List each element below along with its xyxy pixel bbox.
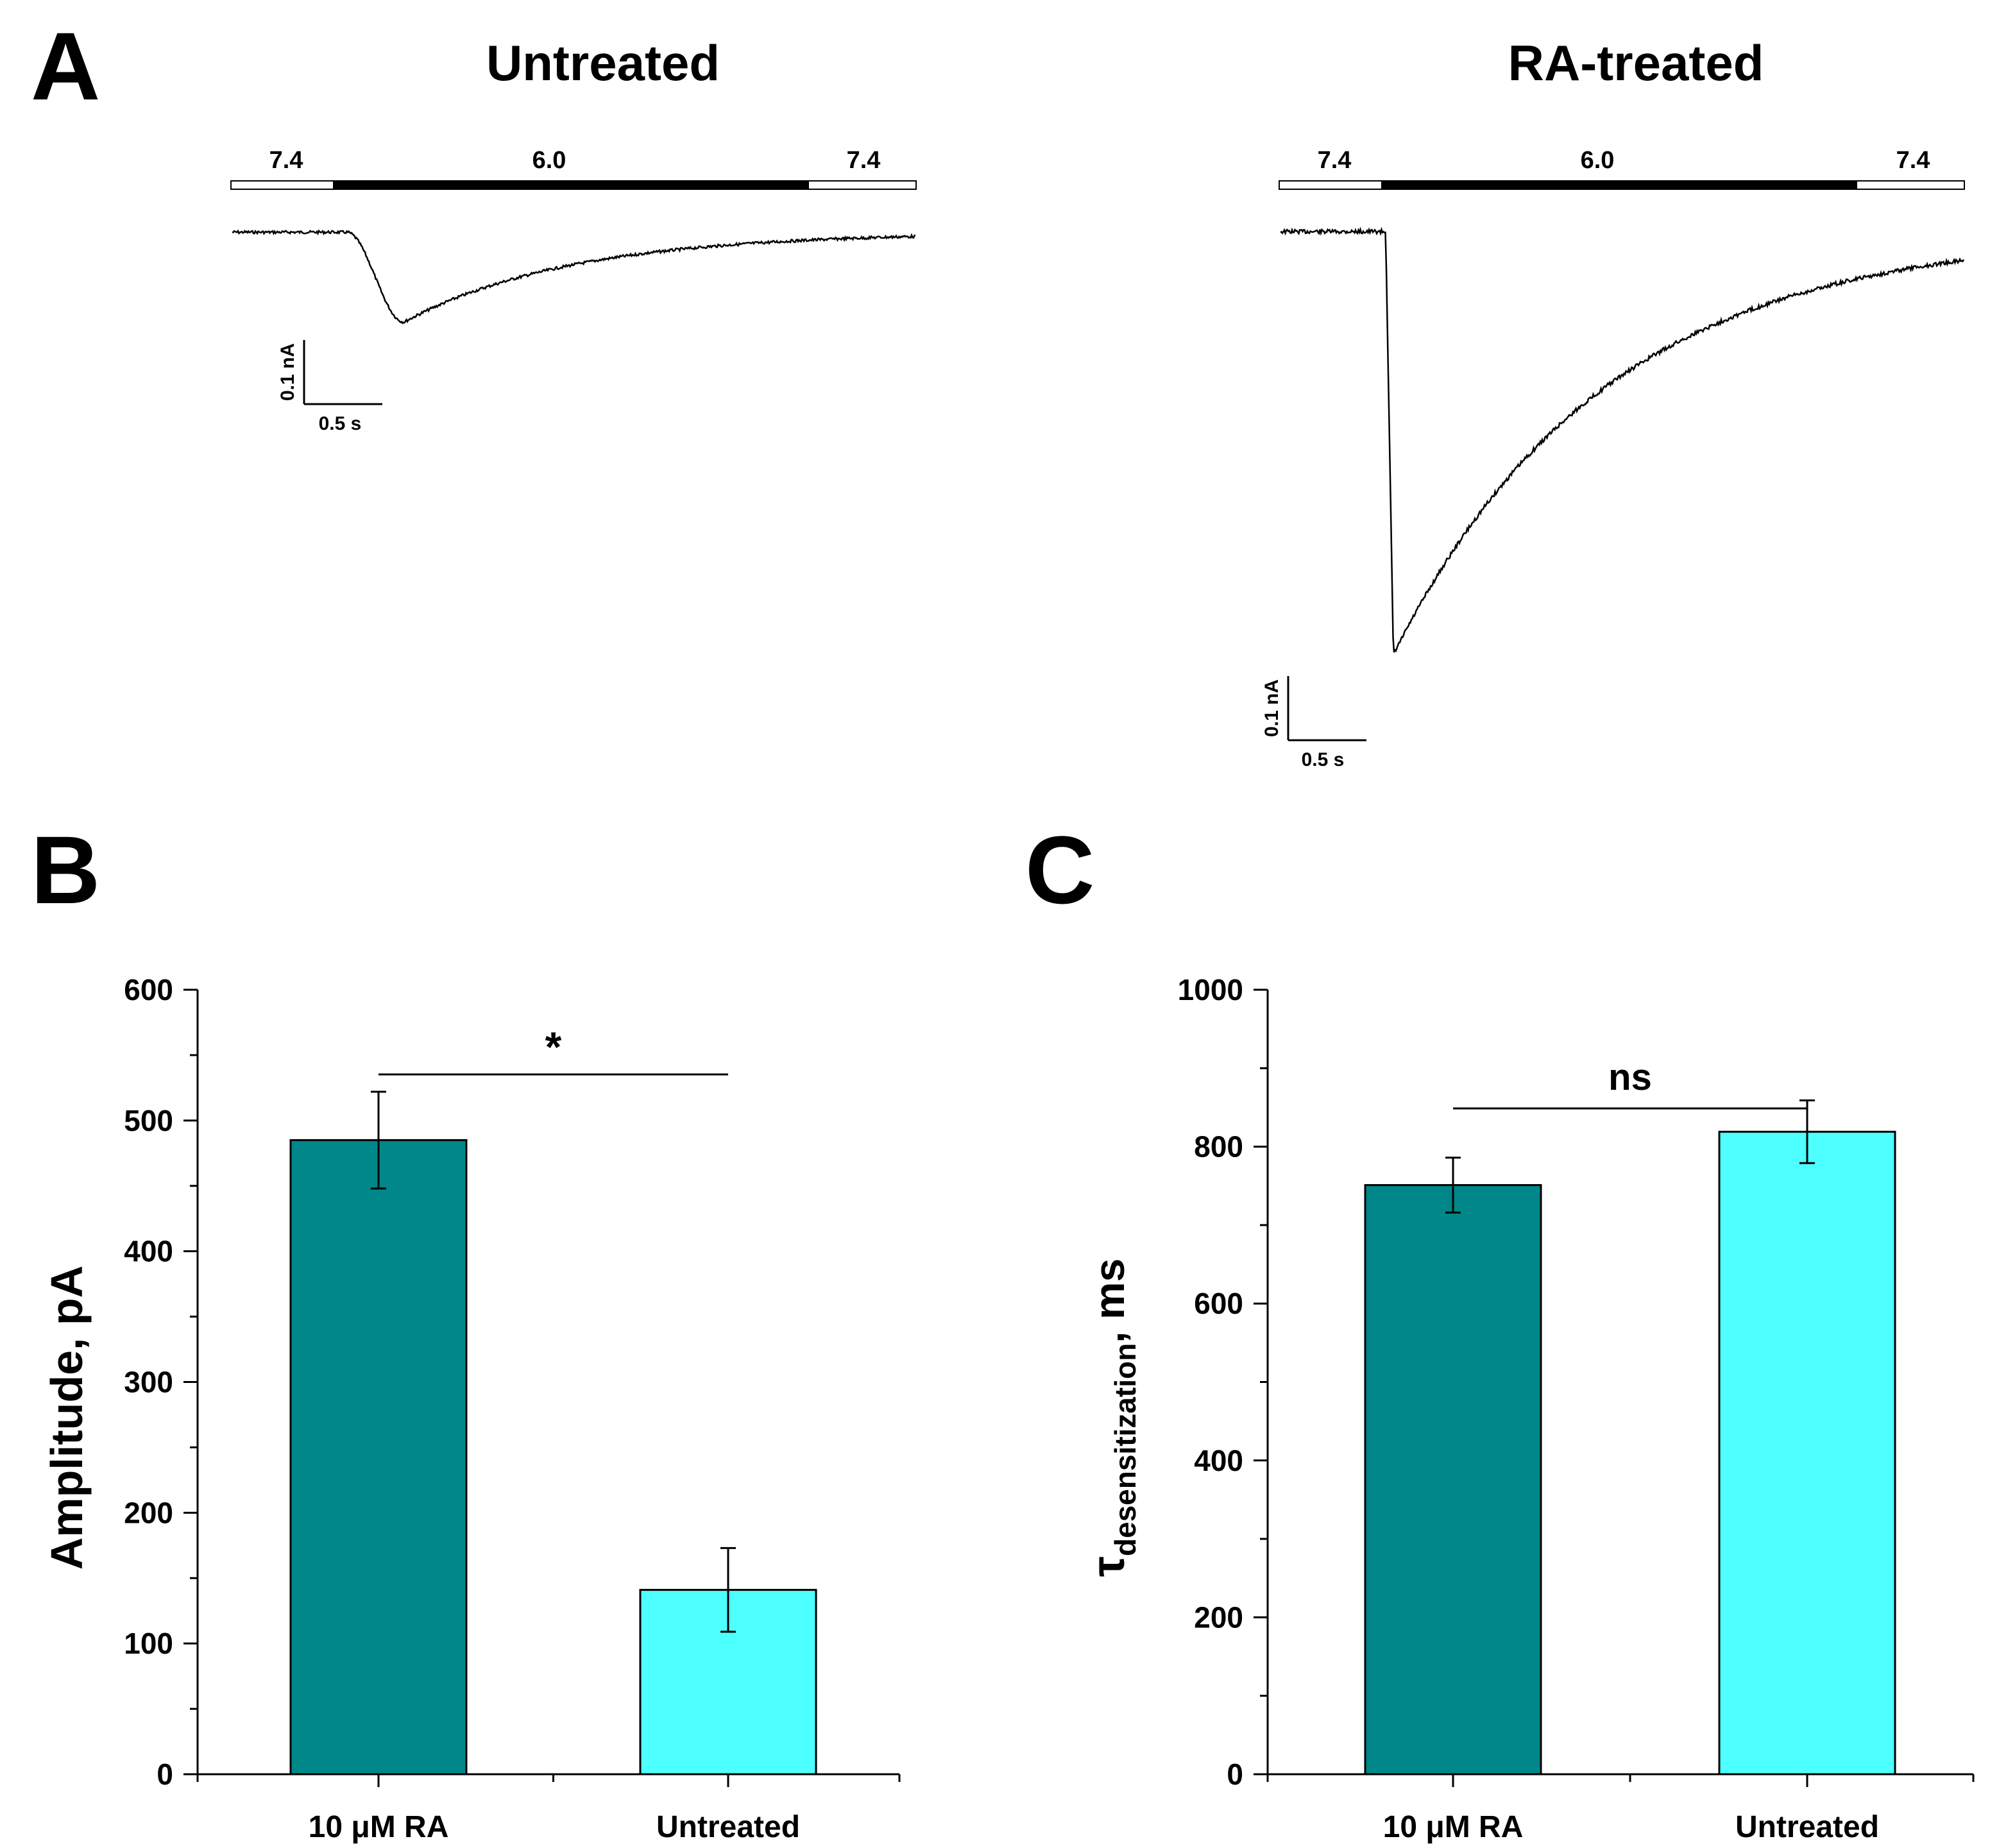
current-trace [1280, 226, 1965, 653]
significance-label: * [545, 1023, 562, 1071]
y-tick-label: 200 [124, 1496, 173, 1529]
y-tick-label: 1000 [1178, 973, 1243, 1006]
scale-time-label: 0.5 s [319, 413, 362, 434]
x-tick-label: Untreated [656, 1810, 800, 1844]
ph-bar-washout [808, 180, 917, 190]
trace-ra-treated: RA-treated 7.4 6.0 7.4 0.1 nA 0.5 s [1261, 35, 1965, 770]
scale-time-label: 0.5 s [1302, 749, 1345, 770]
significance-label: ns [1608, 1056, 1652, 1098]
panel-c-chart: C τdesensitization, ms 0 200 400 600 800 1000… [1025, 816, 1975, 1844]
ph-bar-baseline [230, 180, 334, 190]
ph-bar-acid [333, 180, 809, 190]
panel-c-label: C [1025, 816, 1094, 924]
y-axis-label: τdesensitization, ms [1083, 1259, 1142, 1577]
ph-label: 7.4 [269, 147, 303, 174]
ph-bar-baseline [1279, 180, 1382, 190]
y-tick-label: 0 [1227, 1758, 1243, 1791]
panel-a-label: A [31, 12, 100, 120]
ph-label: 6.0 [1581, 147, 1615, 174]
y-tick-label: 600 [124, 973, 173, 1006]
ph-label: 7.4 [1896, 147, 1930, 174]
panel-b-label: B [31, 816, 100, 924]
y-axis-label: Amplitude, pA [42, 1266, 92, 1570]
x-tick-label: 10 μM RA [309, 1810, 449, 1844]
ph-label: 6.0 [532, 147, 566, 174]
y-tick-label: 200 [1194, 1600, 1243, 1634]
y-tick-label: 0 [157, 1758, 173, 1791]
ph-label: 7.4 [1318, 147, 1352, 174]
y-tick-label: 400 [124, 1235, 173, 1268]
y-tick-label: 100 [124, 1627, 173, 1660]
y-tick-label: 300 [124, 1366, 173, 1399]
ph-bar-washout [1856, 180, 1965, 190]
y-tick-label: 500 [124, 1104, 173, 1137]
panel-a: A Untreated 7.4 6.0 7.4 0.1 nA 0.5 s RA-… [31, 12, 1965, 770]
trace-untreated: Untreated 7.4 6.0 7.4 0.1 nA 0.5 s [230, 35, 917, 434]
bar [1718, 1130, 1896, 1776]
ph-bar-acid [1381, 180, 1857, 190]
bar [1364, 1184, 1542, 1776]
bar [289, 1139, 468, 1776]
panel-b-chart: B Amplitude, pA 0 100 200 300 400 500 600 10 μM… [31, 816, 901, 1844]
trace-title: Untreated [486, 35, 720, 91]
x-tick-label: 10 μM RA [1383, 1810, 1524, 1844]
scale-current-label: 0.1 nA [1261, 679, 1282, 737]
current-trace [232, 229, 916, 325]
y-tick-label: 800 [1194, 1130, 1243, 1164]
y-tick-label: 600 [1194, 1287, 1243, 1320]
x-tick-label: Untreated [1735, 1810, 1879, 1844]
ph-label: 7.4 [847, 147, 881, 174]
y-tick-label: 400 [1194, 1444, 1243, 1477]
scale-current-label: 0.1 nA [277, 343, 298, 401]
trace-title: RA-treated [1508, 35, 1764, 91]
